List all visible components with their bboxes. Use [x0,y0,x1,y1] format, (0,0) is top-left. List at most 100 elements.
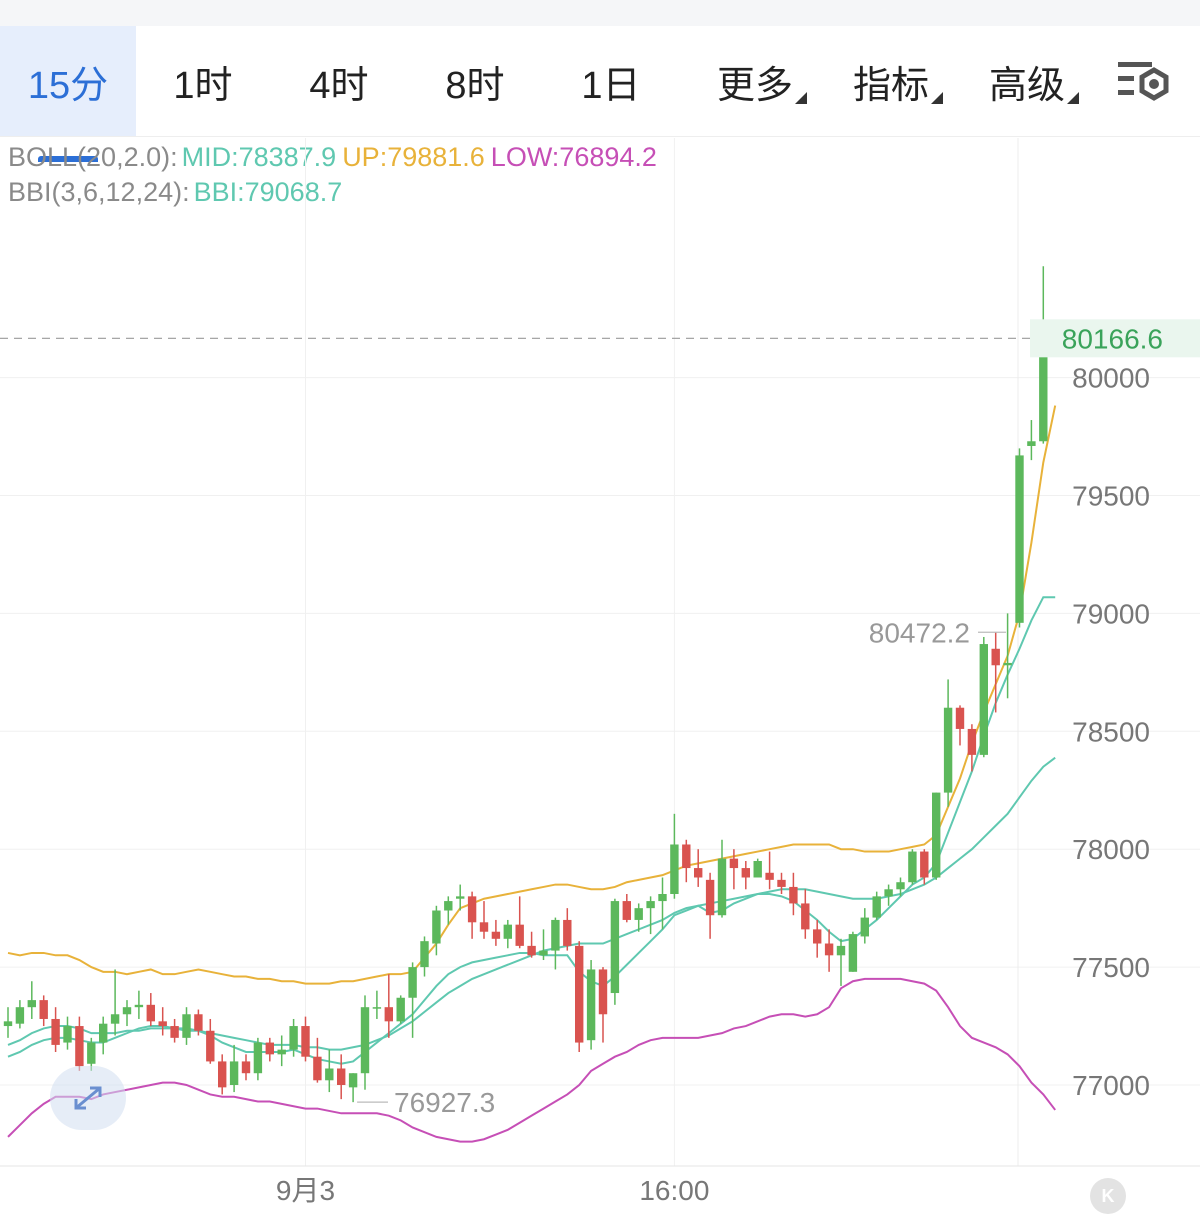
candle-body [289,1026,298,1050]
candle-body [229,1061,239,1085]
candle-body [63,1026,72,1043]
candle-body [908,851,917,883]
candle-body [646,901,655,909]
current-price-label: 80166.6 [1062,323,1163,354]
candle-body [265,1042,274,1055]
status-bar-strip [0,0,1200,26]
candle-body [527,945,536,956]
candle-body [765,872,774,880]
candle-body [348,1073,358,1088]
candle-body [1039,338,1048,442]
candle-body [979,644,988,755]
candle-body [206,1030,215,1062]
candle-body [598,969,608,1015]
y-tick-label: 78500 [1072,716,1150,747]
candle-body [586,969,596,1041]
candle-body [51,1018,60,1045]
tab-1d[interactable]: 1日 [556,26,666,136]
tab-4h[interactable]: 4时 [284,26,394,136]
expand-chart-button[interactable] [50,1066,126,1130]
tab-more[interactable]: 更多 [700,26,810,136]
bbi-name: BBI(3,6,12,24): [8,177,190,207]
low-price-label: 76927.3 [394,1087,495,1118]
x-tick-label: 9月3 [276,1175,335,1206]
candle-body [682,844,691,869]
boll-low-value: LOW:76894.2 [490,142,657,172]
interval-tabs: 15分 1时 4时 8时 1日 更多 指标 高级 [0,26,1200,162]
dropdown-triangle-icon [931,92,943,104]
tab-advanced[interactable]: 高级 [972,26,1082,136]
candle-body [943,707,953,793]
candle-body [456,896,465,899]
y-tick-label: 77500 [1072,952,1150,983]
k-line-toggle-button[interactable]: K [1090,1178,1126,1214]
k-icon: K [1101,1185,1115,1206]
candle-body [872,896,881,918]
candle-body [87,1042,96,1064]
candle-body [991,648,1000,666]
candle-body [75,1026,84,1067]
tab-label: 指标 [852,64,929,107]
candle-body [444,901,453,911]
boll-name: BOLL(20,2.0): [8,142,178,172]
high-price-label: 80472.2 [869,617,970,648]
y-tick-label: 79500 [1072,481,1150,512]
y-tick-label: 80000 [1072,363,1150,394]
dropdown-triangle-icon [795,92,807,104]
candle-body [1027,441,1036,446]
candle-body [372,1007,382,1009]
candle-body [384,1007,393,1022]
tab-15min[interactable]: 15分 [0,26,136,136]
candle-body [610,901,620,994]
candle-body [3,1021,13,1027]
chart-settings-icon[interactable] [1112,56,1176,108]
tab-label: 高级 [988,64,1065,107]
tab-label: 1日 [581,64,641,107]
candle-body [896,882,905,890]
tab-1h[interactable]: 1时 [148,26,258,136]
candle-body [717,858,727,916]
candle-body [110,1014,120,1024]
candle-body [920,851,929,878]
candle-body [420,941,429,968]
candle-body [194,1014,203,1031]
candle-body [99,1023,108,1043]
candle-body [848,934,858,972]
candle-body [539,950,548,956]
bbi-line [7,596,1056,1065]
tab-label: 8时 [445,64,505,107]
candle-body [967,728,977,755]
tab-indicators[interactable]: 指标 [836,26,946,136]
y-tick-label: 78000 [1072,834,1150,865]
candle-body [932,792,941,878]
tab-8h[interactable]: 8时 [420,26,530,136]
candle-body [241,1061,251,1074]
candle-body [491,931,501,939]
candle-body [836,945,846,956]
candle-body [705,879,715,916]
candle-body [432,910,441,944]
tab-label: 15分 [27,64,109,107]
candle-body [955,707,965,729]
candle-body [634,908,643,920]
candle-body [277,1049,286,1055]
candle-body [1015,455,1024,623]
boll-up-value: UP:79881.6 [342,142,485,172]
candle-body [789,886,798,904]
candle-body [408,967,417,998]
candle-body [27,1000,36,1008]
candle-body [313,1056,322,1081]
boll-up-line [7,405,1057,985]
bbi-legend: BBI(3,6,12,24): BBI:79068.7 [8,177,348,208]
candle-body [777,879,786,887]
candle-body [39,1000,48,1019]
candlestick-chart[interactable]: 77000 77500 78000 78500 79000 79500 80000 9月3 16… [0,138,1200,1213]
candle-body [503,924,512,939]
candle-body [467,896,477,923]
candle-body [753,860,762,878]
x-tick-label: 16:00 [639,1175,709,1206]
candle-body [122,1007,132,1015]
candle-body [622,901,631,920]
candle-body [337,1068,346,1085]
candle-body [670,844,679,895]
